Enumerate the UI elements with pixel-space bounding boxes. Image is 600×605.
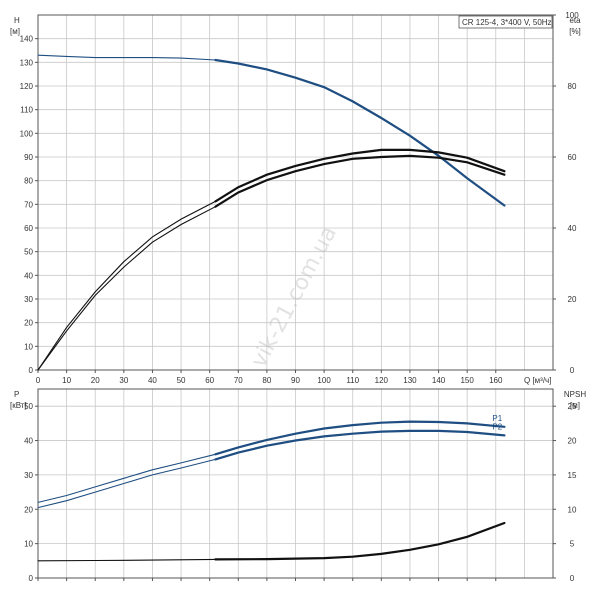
left-y-tick-label: 60	[24, 224, 33, 233]
x-tick-label: 160	[489, 376, 503, 385]
right-axis-label: NPSH	[564, 390, 586, 399]
right-y-tick-label: 0	[570, 366, 575, 375]
left-y-tick-label: 50	[24, 248, 33, 257]
left-y-tick-label: 100	[20, 129, 34, 138]
right-y-tick-label: 100	[565, 11, 579, 20]
x-tick-label: 90	[291, 376, 300, 385]
right-axis-label: eta	[569, 16, 581, 25]
series-label: P1	[492, 414, 502, 423]
left-y-tick-label: 10	[24, 342, 33, 351]
left-y-tick-label: 30	[24, 471, 33, 480]
right-y-tick-label: 10	[568, 505, 577, 514]
left-y-tick-label: 130	[20, 58, 34, 67]
right-y-tick-label: 25	[568, 402, 577, 411]
right-y-tick-label: 80	[568, 82, 577, 91]
right-axis-unit: [%]	[569, 27, 581, 36]
x-tick-label: 150	[460, 376, 474, 385]
left-axis-unit: [м]	[10, 27, 20, 36]
x-tick-label: 50	[177, 376, 186, 385]
chart-title: CR 125-4, 3*400 V, 50Hz	[462, 18, 552, 27]
left-y-tick-label: 20	[24, 505, 33, 514]
x-tick-label: 120	[375, 376, 389, 385]
left-y-tick-label: 0	[29, 574, 34, 583]
watermark-text: vik-21.com.ua	[247, 222, 342, 372]
left-axis-label: P	[14, 390, 19, 399]
plot-frame	[37, 14, 554, 371]
series-line-operating-range	[214, 429, 506, 461]
left-y-tick-label: 80	[24, 177, 33, 186]
series-line-operating-range	[214, 521, 506, 561]
x-tick-label: 40	[148, 376, 157, 385]
x-axis-label: Q [м³/ч]	[524, 376, 551, 385]
x-tick-label: 110	[346, 376, 359, 385]
x-tick-label: 80	[262, 376, 271, 385]
left-y-tick-label: 10	[24, 540, 33, 549]
x-tick-label: 100	[317, 376, 331, 385]
left-axis-unit: [кВт]	[10, 401, 27, 410]
left-y-tick-label: 30	[24, 295, 33, 304]
left-y-tick-label: 40	[24, 271, 33, 280]
left-y-tick-label: 20	[24, 319, 33, 328]
left-y-tick-label: 40	[24, 437, 33, 446]
left-y-tick-label: 70	[24, 200, 33, 209]
right-y-tick-label: 60	[568, 153, 577, 162]
right-axis-unit: [м]	[570, 401, 580, 410]
series-line	[37, 421, 505, 503]
x-tick-label: 130	[403, 376, 417, 385]
left-axis-label: H	[14, 16, 20, 25]
left-y-tick-label: 0	[29, 366, 34, 375]
x-tick-label: 70	[234, 376, 243, 385]
series-line	[37, 430, 505, 509]
right-y-tick-label: 20	[568, 437, 577, 446]
x-tick-label: 140	[432, 376, 446, 385]
right-y-tick-label: 20	[568, 295, 577, 304]
plot-frame	[37, 388, 554, 579]
series-line-operating-range	[214, 420, 506, 456]
left-y-tick-label: 110	[20, 106, 33, 115]
x-tick-label: 60	[205, 376, 214, 385]
right-y-tick-label: 5	[570, 540, 575, 549]
title-box	[458, 15, 553, 29]
x-tick-label: 20	[91, 376, 100, 385]
left-y-tick-label: 90	[24, 153, 33, 162]
x-tick-label: 10	[62, 376, 71, 385]
right-y-tick-label: 0	[570, 574, 575, 583]
series-line	[37, 522, 505, 562]
series-line-operating-range	[214, 148, 506, 203]
x-tick-label: 0	[36, 376, 41, 385]
series-line	[37, 54, 505, 207]
left-y-tick-label: 50	[24, 402, 33, 411]
left-y-tick-label: 140	[20, 35, 34, 44]
series-line-operating-range	[214, 58, 506, 207]
series-line-operating-range	[214, 154, 506, 208]
series-label: P2	[492, 422, 502, 431]
left-y-tick-label: 120	[20, 82, 34, 91]
right-y-tick-label: 15	[568, 471, 577, 480]
x-tick-label: 30	[119, 376, 128, 385]
right-y-tick-label: 40	[568, 224, 577, 233]
